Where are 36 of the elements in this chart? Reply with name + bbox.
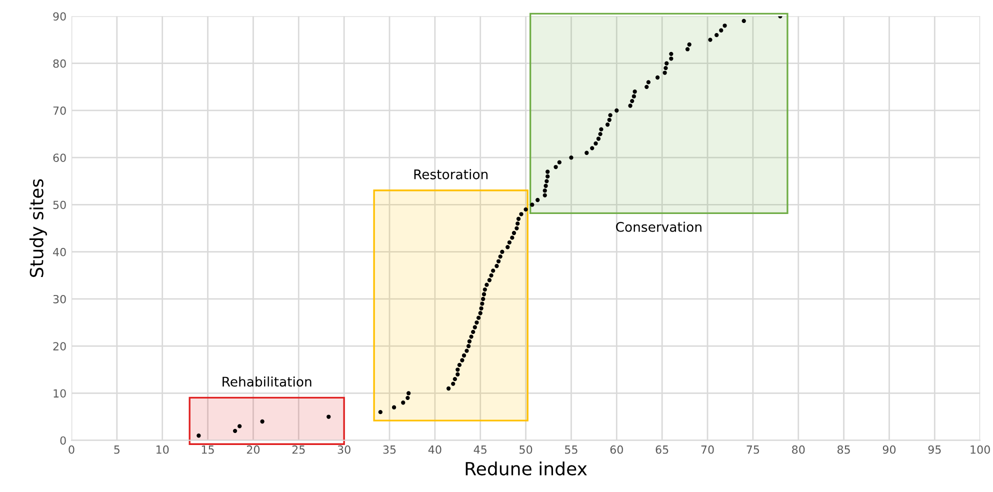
- x-tick-label: 10: [156, 445, 169, 454]
- x-tick-label: 0: [68, 445, 74, 454]
- x-tick-label: 25: [292, 445, 305, 454]
- x-tick-label: 15: [202, 446, 214, 454]
- x-tick-label: 90: [882, 445, 896, 454]
- x-axis-title: Redune index: [466, 462, 587, 476]
- band-label: Restoration: [414, 169, 488, 180]
- y-tick-label: 50: [53, 200, 66, 210]
- band-label: Conservation: [616, 222, 702, 232]
- x-tick-label: 65: [656, 445, 668, 454]
- x-tick-label: 50: [520, 445, 532, 454]
- y-tick-label: 10: [54, 389, 66, 398]
- x-tick-label: 5: [114, 446, 120, 454]
- y-tick-label: 80: [53, 59, 66, 68]
- x-tick-label: 40: [428, 445, 442, 454]
- y-tick-label: 20: [53, 342, 66, 350]
- x-tick-label: 30: [338, 445, 350, 454]
- x-tick-label: 20: [246, 445, 260, 454]
- x-tick-label: 95: [928, 445, 941, 454]
- y-tick-label: 40: [53, 248, 66, 256]
- x-tick-label: 70: [701, 445, 714, 454]
- y-tick-label: 30: [53, 294, 66, 304]
- band-label: Rehabilitation: [222, 376, 312, 387]
- x-tick-label: 85: [837, 445, 850, 454]
- x-tick-label: 60: [610, 445, 623, 454]
- y-tick-label: 60: [53, 154, 66, 162]
- x-tick-label: 100: [970, 445, 990, 454]
- x-tick-label: 55: [565, 446, 578, 454]
- x-tick-label: 35: [383, 445, 396, 454]
- y-tick-label: 70: [53, 106, 66, 115]
- y-tick-label: 90: [53, 12, 66, 21]
- y-axis-title: Study sites: [29, 179, 47, 278]
- y-tick-label: 0: [60, 436, 66, 445]
- x-tick-label: 45: [474, 446, 486, 454]
- x-tick-label: 80: [792, 445, 805, 454]
- x-tick-label: 75: [746, 446, 760, 454]
